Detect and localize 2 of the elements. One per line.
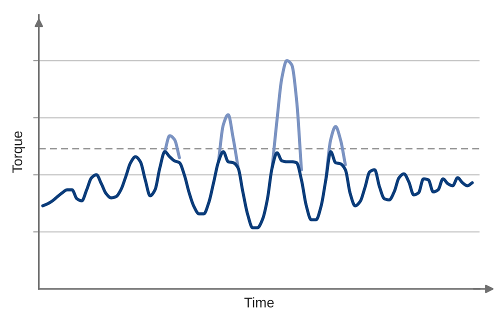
x-axis-title: Time bbox=[244, 297, 274, 308]
y-axis-title: Torque bbox=[12, 131, 25, 173]
